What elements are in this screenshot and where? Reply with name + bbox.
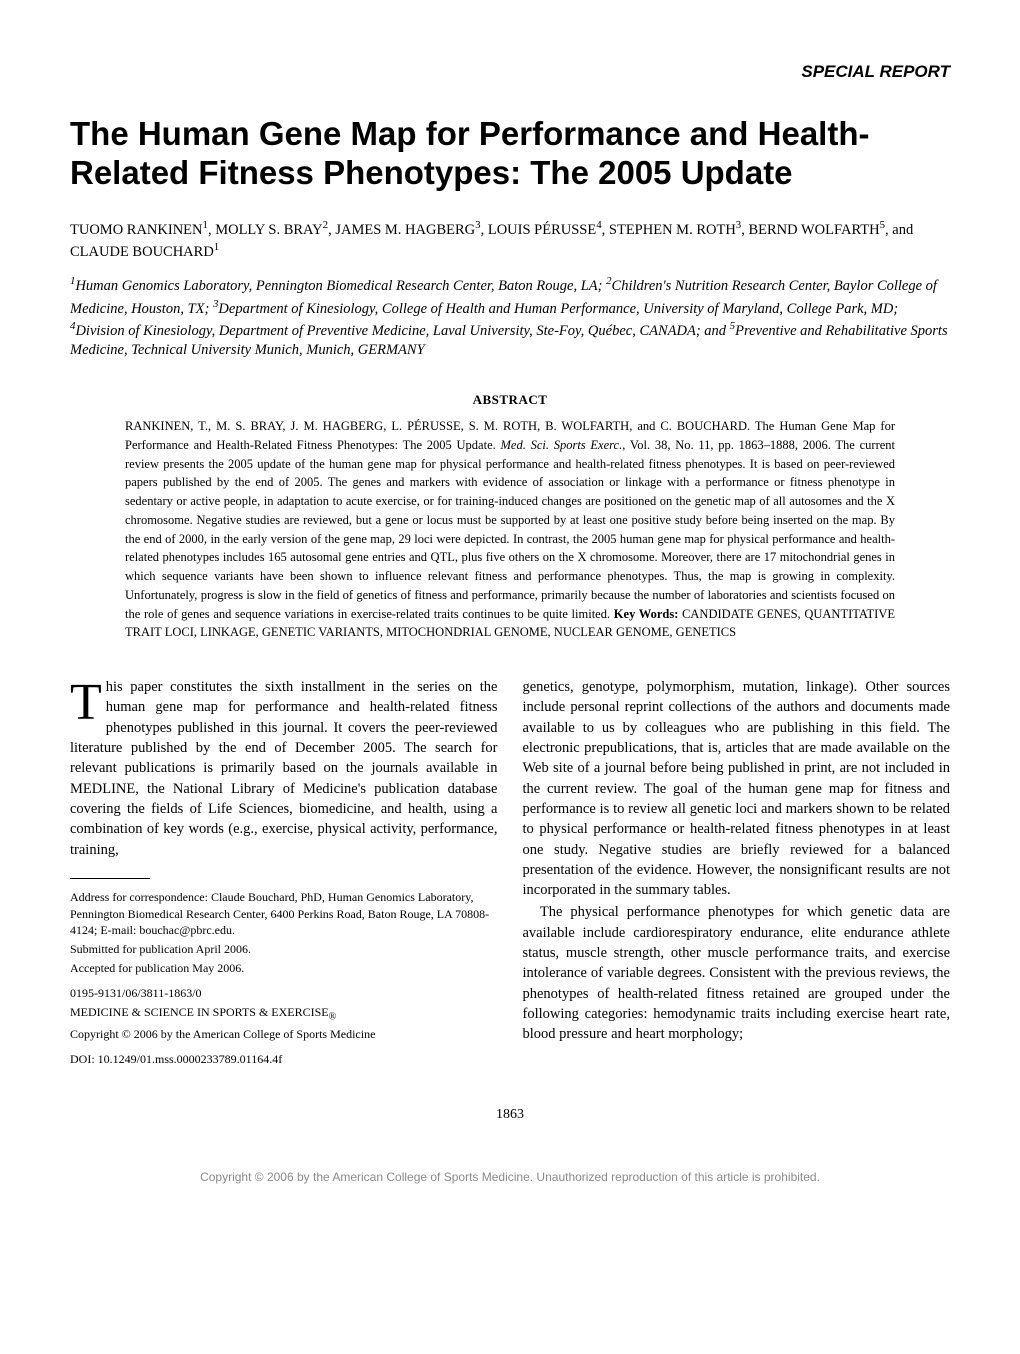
article-title: The Human Gene Map for Performance and H… xyxy=(70,114,950,193)
dropcap: T xyxy=(70,677,106,725)
body-paragraph-1: This paper constitutes the sixth install… xyxy=(70,677,498,860)
issn: 0195-9131/06/3811-1863/0 xyxy=(70,985,498,1002)
body-paragraph-3: The physical performance phenotypes for … xyxy=(523,902,951,1044)
doi: DOI: 10.1249/01.mss.0000233789.01164.4f xyxy=(70,1051,498,1068)
body-paragraph-2: genetics, genotype, polymorphism, mutati… xyxy=(523,677,951,900)
submitted-date: Submitted for publication April 2006. xyxy=(70,941,498,958)
column-right: genetics, genotype, polymorphism, mutati… xyxy=(523,677,951,1069)
correspondence-block: Address for correspondence: Claude Bouch… xyxy=(70,889,498,1068)
correspondence-address: Address for correspondence: Claude Bouch… xyxy=(70,889,498,939)
affiliations: 1Human Genomics Laboratory, Pennington B… xyxy=(70,274,950,361)
section-label: SPECIAL REPORT xyxy=(70,60,950,84)
copyright-footer: Copyright © 2006 by the American College… xyxy=(70,1169,950,1186)
copyright-line: Copyright © 2006 by the American College… xyxy=(70,1026,498,1043)
body-columns: This paper constitutes the sixth install… xyxy=(70,677,950,1069)
abstract-heading: ABSTRACT xyxy=(70,391,950,409)
accepted-date: Accepted for publication May 2006. xyxy=(70,960,498,977)
author-list: TUOMO RANKINEN1, MOLLY S. BRAY2, JAMES M… xyxy=(70,218,950,262)
journal-name: MEDICINE & SCIENCE IN SPORTS & EXERCISE® xyxy=(70,1004,498,1024)
abstract-body: RANKINEN, T., M. S. BRAY, J. M. HAGBERG,… xyxy=(125,417,895,642)
body-text-1: his paper constitutes the sixth installm… xyxy=(70,679,498,857)
column-left: This paper constitutes the sixth install… xyxy=(70,677,498,1069)
page-number: 1863 xyxy=(70,1105,950,1125)
correspondence-rule xyxy=(70,878,150,879)
